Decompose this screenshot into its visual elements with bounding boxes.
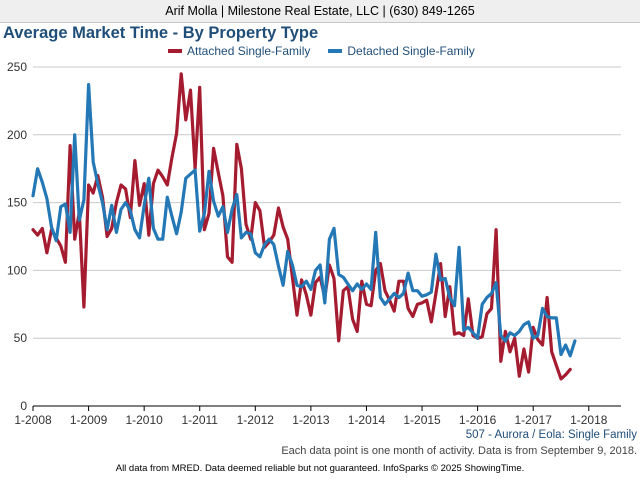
- legend-label-detached: Detached Single-Family: [347, 44, 475, 58]
- footer-disclaimer: All data from MRED. Data deemed reliable…: [115, 463, 525, 474]
- y-tick-label: 200: [7, 128, 27, 142]
- series-line-attached: [31, 72, 572, 381]
- x-tick-label: 1-2016: [459, 413, 497, 427]
- data-note: Each data point is one month of activity…: [281, 445, 637, 457]
- x-tick-label: 1-2014: [348, 413, 386, 427]
- legend-label-attached: Attached Single-Family: [187, 44, 311, 58]
- legend: Attached Single-Family Detached Single-F…: [168, 44, 475, 58]
- x-tick-label: 1-2012: [237, 413, 275, 427]
- x-tick-label: 1-2009: [70, 413, 108, 427]
- y-tick-label: 250: [7, 60, 27, 74]
- x-tick-label: 1-2010: [125, 413, 163, 427]
- chart-title: Average Market Time - By Property Type: [3, 24, 319, 42]
- legend-item-attached[interactable]: Attached Single-Family: [168, 44, 310, 58]
- line-chart: 0 50 100 150 200 250 1-2008 1-2009 1-2010 1-2011 1…: [7, 60, 621, 427]
- y-tick-label: 50: [14, 331, 28, 345]
- legend-swatch-detached: [328, 49, 343, 53]
- legend-swatch-attached: [168, 49, 182, 53]
- y-tick-label: 0: [20, 399, 27, 413]
- x-tick-label: 1-2017: [515, 413, 553, 427]
- y-tick-label: 100: [7, 263, 27, 277]
- market-label: 507 - Aurora / Eola: Single Family: [465, 429, 637, 441]
- header-contact: Arif Molla | Milestone Real Estate, LLC …: [0, 0, 640, 23]
- x-tick-label: 1-2018: [570, 413, 608, 427]
- y-tick-label: 150: [7, 196, 27, 210]
- x-tick-label: 1-2011: [181, 413, 218, 427]
- x-tick-label: 1-2008: [14, 413, 52, 427]
- legend-item-detached[interactable]: Detached Single-Family: [328, 44, 475, 58]
- x-tick-label: 1-2013: [292, 413, 330, 427]
- x-tick-label: 1-2015: [403, 413, 441, 427]
- series-line-detached: [31, 83, 577, 358]
